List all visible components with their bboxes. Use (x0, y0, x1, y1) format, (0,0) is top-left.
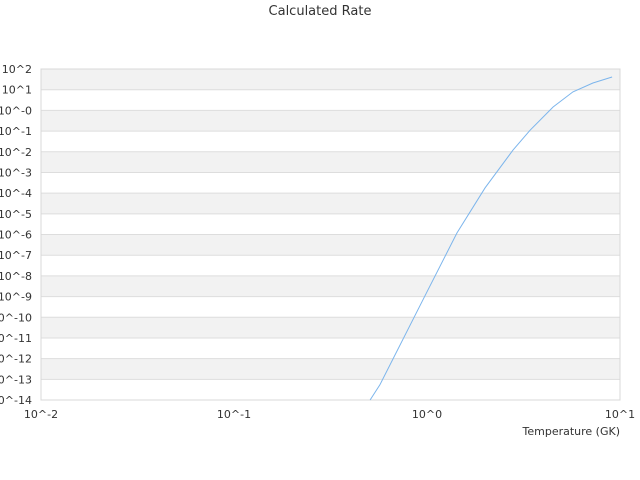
grid-band (41, 275, 620, 297)
series-line (369, 76, 613, 401)
plot-border (40, 68, 621, 401)
grid-band (41, 151, 620, 173)
x-tick-label: 10^-2 (24, 408, 58, 421)
y-tick-label: 10^-4 (0, 187, 32, 200)
grid-band (41, 193, 620, 214)
y-tick-label: 10^-11 (0, 332, 32, 345)
x-tick-label: 10^1 (605, 408, 635, 421)
y-tick-label: 10^1 (2, 84, 32, 97)
grid-band (41, 317, 620, 338)
y-tick-label: 10^-13 (0, 373, 32, 386)
y-tick-label: 10^-0 (0, 104, 32, 117)
grid-band (41, 69, 620, 90)
chart-title: Calculated Rate (268, 4, 372, 19)
y-tick-label: 10^-1 (0, 125, 32, 138)
y-tick-label: 10^-12 (0, 353, 32, 366)
y-tick-label: 10^2 (2, 63, 32, 76)
x-tick-label: 10^-1 (217, 408, 251, 421)
y-tick-label: 10^-2 (0, 146, 32, 159)
grid-band (41, 234, 620, 256)
grid-band (41, 110, 620, 132)
y-tick-label: 10^-14 (0, 394, 32, 407)
y-tick-label: 10^-5 (0, 208, 32, 221)
grid-band (41, 358, 620, 380)
y-tick-label: 10^-6 (0, 229, 32, 242)
y-tick-label: 10^-8 (0, 270, 32, 283)
x-tick-label: 10^0 (412, 408, 442, 421)
y-tick-label: 10^-9 (0, 291, 32, 304)
y-tick-label: 10^-7 (0, 249, 32, 262)
x-axis-label: Temperature (GK) (522, 425, 621, 438)
y-tick-label: 10^-3 (0, 166, 32, 179)
y-tick-label: 10^-10 (0, 311, 32, 324)
